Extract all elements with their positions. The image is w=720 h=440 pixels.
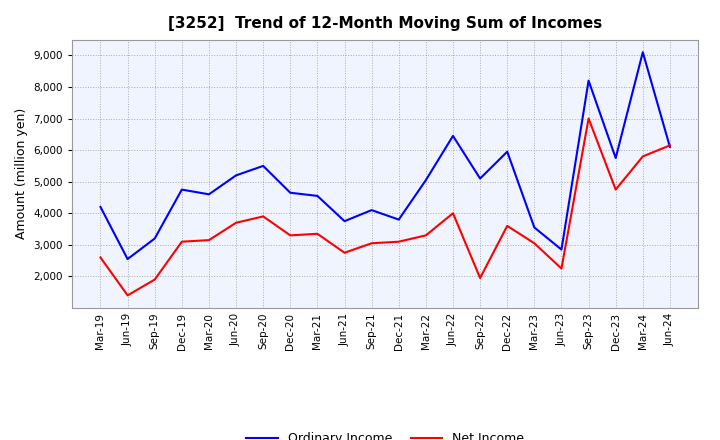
Ordinary Income	[476, 176, 485, 181]
Ordinary Income	[530, 225, 539, 230]
Net Income	[232, 220, 240, 225]
Net Income	[503, 223, 511, 228]
Ordinary Income	[341, 219, 349, 224]
Net Income	[557, 266, 566, 271]
Line: Net Income: Net Income	[101, 118, 670, 295]
Net Income	[584, 116, 593, 121]
Ordinary Income	[313, 193, 322, 198]
Net Income	[611, 187, 620, 192]
Ordinary Income	[96, 204, 105, 209]
Ordinary Income	[367, 208, 376, 213]
Ordinary Income	[503, 149, 511, 154]
Title: [3252]  Trend of 12-Month Moving Sum of Incomes: [3252] Trend of 12-Month Moving Sum of I…	[168, 16, 603, 32]
Ordinary Income	[204, 192, 213, 197]
Y-axis label: Amount (million yen): Amount (million yen)	[15, 108, 28, 239]
Net Income	[395, 239, 403, 244]
Ordinary Income	[421, 177, 430, 183]
Ordinary Income	[639, 50, 647, 55]
Net Income	[96, 255, 105, 260]
Ordinary Income	[557, 247, 566, 252]
Legend: Ordinary Income, Net Income: Ordinary Income, Net Income	[241, 427, 529, 440]
Net Income	[639, 154, 647, 159]
Ordinary Income	[584, 78, 593, 83]
Net Income	[530, 241, 539, 246]
Ordinary Income	[259, 163, 268, 169]
Ordinary Income	[286, 190, 294, 195]
Net Income	[665, 143, 674, 148]
Ordinary Income	[665, 144, 674, 150]
Net Income	[123, 293, 132, 298]
Net Income	[476, 275, 485, 281]
Net Income	[421, 233, 430, 238]
Net Income	[178, 239, 186, 244]
Ordinary Income	[150, 236, 159, 241]
Ordinary Income	[178, 187, 186, 192]
Net Income	[150, 277, 159, 282]
Net Income	[367, 241, 376, 246]
Net Income	[286, 233, 294, 238]
Ordinary Income	[611, 155, 620, 161]
Net Income	[313, 231, 322, 236]
Net Income	[341, 250, 349, 255]
Net Income	[449, 211, 457, 216]
Line: Ordinary Income: Ordinary Income	[101, 52, 670, 259]
Ordinary Income	[123, 257, 132, 262]
Net Income	[259, 214, 268, 219]
Net Income	[204, 238, 213, 243]
Ordinary Income	[395, 217, 403, 222]
Ordinary Income	[232, 173, 240, 178]
Ordinary Income	[449, 133, 457, 139]
